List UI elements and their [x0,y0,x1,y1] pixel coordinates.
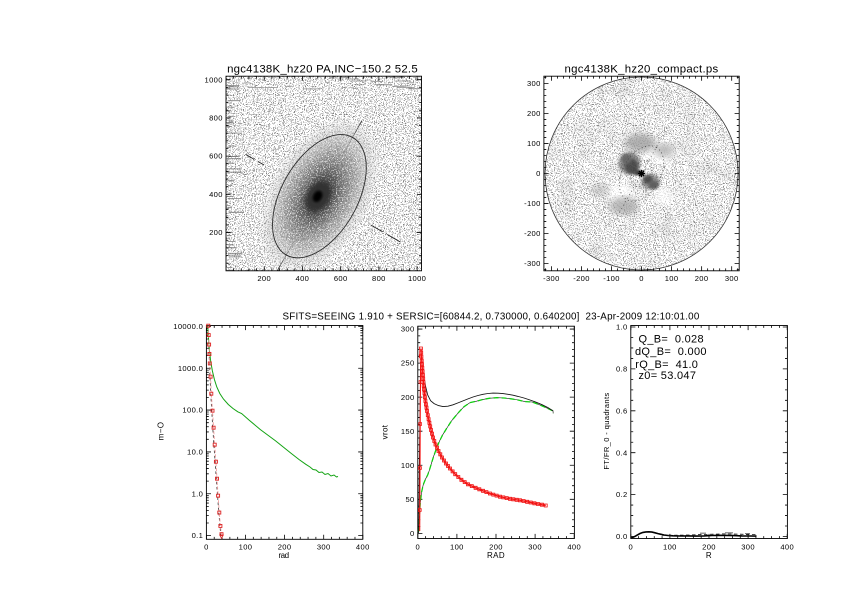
svg-text:200: 200 [401,393,415,402]
svg-text:rad: rad [278,551,288,560]
svg-text:200: 200 [695,274,709,283]
svg-text:10000.0: 10000.0 [173,322,203,331]
svg-text:0.8: 0.8 [616,365,628,374]
svg-text:400: 400 [356,543,370,552]
svg-text:400: 400 [780,543,794,552]
svg-text:0: 0 [416,543,421,552]
svg-text:300: 300 [527,79,541,88]
svg-text:100: 100 [527,139,541,148]
svg-text:-200: -200 [524,229,541,238]
svg-text:300: 300 [317,543,331,552]
svg-text:dQ_B= 0.000: dQ_B= 0.000 [635,346,707,358]
svg-text:1.0: 1.0 [616,323,628,332]
svg-text:0: 0 [410,529,415,538]
svg-text:400: 400 [296,274,310,283]
svg-text:1.0: 1.0 [192,489,204,498]
svg-text:SFITS=SEEING 1.910 + SERSIC=[6: SFITS=SEEING 1.910 + SERSIC=[60844.2, 0.… [283,312,700,323]
svg-text:200: 200 [257,274,271,283]
svg-text:100: 100 [239,543,253,552]
svg-text:1000: 1000 [408,274,426,283]
svg-text:300: 300 [528,543,542,552]
svg-text:150: 150 [401,427,415,436]
svg-text:-200: -200 [573,274,590,283]
svg-text:-100: -100 [603,274,620,283]
svg-text:z0= 53.047: z0= 53.047 [639,370,697,382]
svg-text:ngc4138K_hz20 PA,INC−150.2 52.: ngc4138K_hz20 PA,INC−150.2 52.5 [227,64,418,76]
svg-text:1000: 1000 [205,75,223,84]
svg-text:600: 600 [334,274,348,283]
svg-text:100: 100 [663,543,677,552]
svg-text:200: 200 [702,543,716,552]
svg-text:800: 800 [372,274,386,283]
svg-text:600: 600 [209,152,223,161]
svg-text:-100: -100 [524,199,541,208]
svg-text:FT/FR_0 - quadrants: FT/FR_0 - quadrants [602,392,611,469]
svg-text:-300: -300 [543,274,560,283]
svg-text:rQ_B= 41.0: rQ_B= 41.0 [635,359,698,371]
svg-text:200: 200 [209,228,223,237]
svg-text:RAD: RAD [487,551,505,560]
svg-text:10.0: 10.0 [187,448,203,457]
svg-text:100: 100 [665,274,679,283]
svg-text:0: 0 [204,543,209,552]
svg-text:200: 200 [278,543,292,552]
svg-text:m−O: m−O [157,422,166,441]
svg-text:0: 0 [536,169,541,178]
svg-text:0: 0 [639,274,644,283]
svg-text:300: 300 [741,543,755,552]
svg-text:100: 100 [401,461,415,470]
svg-text:50: 50 [405,495,414,504]
svg-text:400: 400 [567,543,581,552]
svg-text:400: 400 [209,190,223,199]
svg-text:0.6: 0.6 [616,406,628,415]
svg-text:0.0: 0.0 [616,532,628,541]
svg-text:ngc4138K_hz20_compact.ps: ngc4138K_hz20_compact.ps [564,64,718,76]
svg-text:vrot: vrot [381,424,390,439]
svg-text:0.4: 0.4 [616,448,628,457]
svg-text:100.0: 100.0 [182,406,203,415]
svg-text:-300: -300 [524,259,541,268]
svg-text:250: 250 [401,359,415,368]
svg-text:100: 100 [450,543,464,552]
svg-text:0: 0 [629,543,634,552]
svg-text:300: 300 [401,325,415,334]
svg-text:800: 800 [209,114,223,123]
svg-text:1000.0: 1000.0 [178,364,203,373]
svg-text:Q_B= 0.028: Q_B= 0.028 [639,334,704,346]
svg-text:0.1: 0.1 [192,531,204,540]
svg-text:R: R [706,551,712,560]
svg-text:200: 200 [489,543,503,552]
svg-text:200: 200 [527,109,541,118]
svg-text:300: 300 [725,274,739,283]
svg-text:0.2: 0.2 [616,490,628,499]
